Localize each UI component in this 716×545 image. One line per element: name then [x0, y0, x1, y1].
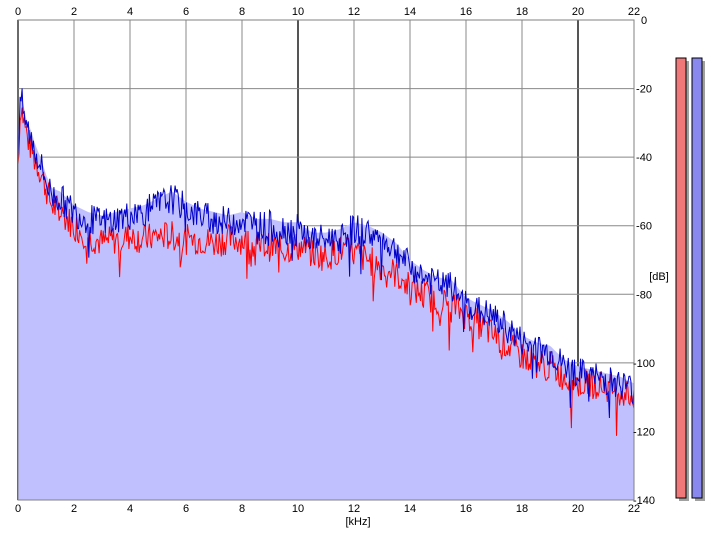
- y-tick-label: -140: [633, 495, 655, 507]
- spectrum-fill: [18, 90, 634, 501]
- series-line-blue: [17, 88, 635, 419]
- x-tick-label-bottom: 10: [292, 503, 304, 515]
- x-tick-label-bottom: 12: [348, 503, 360, 515]
- x-tick-label-bottom: 2: [71, 503, 77, 515]
- x-tick-label-top: 16: [460, 6, 472, 18]
- y-axis-label: [dB]: [649, 271, 669, 283]
- x-tick-label-top: 10: [292, 6, 304, 18]
- y-tick-label: -40: [636, 152, 652, 164]
- y-tick-label: -100: [633, 358, 655, 370]
- y-tick-labels: 0 -20 -40 -60 -80 -100 -120 -140: [633, 15, 655, 507]
- y-tick-label: -60: [636, 221, 652, 233]
- x-tick-label-top: 12: [348, 6, 360, 18]
- x-tick-label-bottom: 6: [183, 503, 189, 515]
- x-tick-label-bottom: 8: [239, 503, 245, 515]
- x-tick-label-top: 4: [127, 6, 133, 18]
- x-tick-label-top: 6: [183, 6, 189, 18]
- y-tick-label: -120: [633, 426, 655, 438]
- x-tick-label-top: 0: [15, 6, 21, 18]
- x-tick-label-bottom: 0: [15, 503, 21, 515]
- x-tick-label-top: 20: [572, 6, 584, 18]
- level-meters: [675, 57, 705, 501]
- x-axis-label: [kHz]: [345, 516, 370, 528]
- level-meter-blue: [691, 57, 703, 499]
- x-tick-label-bottom: 14: [404, 503, 416, 515]
- x-tick-label-bottom: 20: [572, 503, 584, 515]
- x-tick-label-top: 14: [404, 6, 416, 18]
- x-tick-label-bottom: 18: [516, 503, 528, 515]
- level-meter-red: [675, 57, 687, 499]
- x-tick-label-top: 22: [628, 6, 640, 18]
- x-tick-label-bottom: 16: [460, 503, 472, 515]
- y-tick-label: -80: [636, 289, 652, 301]
- x-tick-labels-bottom: 0 2 4 6 8 10 12 14 16 18 20 22: [15, 503, 640, 515]
- x-tick-labels-top: 0 2 4 6 8 10 12 14 16 18 20 22: [15, 6, 640, 18]
- plot-border: [17, 19, 635, 501]
- x-tick-label-top: 2: [71, 6, 77, 18]
- x-tick-label-top: 18: [516, 6, 528, 18]
- y-tick-label: 0: [641, 15, 647, 27]
- x-tick-label-bottom: 4: [127, 503, 133, 515]
- y-tick-label: -20: [636, 84, 652, 96]
- series-lines: [17, 88, 635, 436]
- spectrum-area: [18, 90, 634, 501]
- x-tick-label-top: 8: [239, 6, 245, 18]
- x-tick-label-bottom: 22: [628, 503, 640, 515]
